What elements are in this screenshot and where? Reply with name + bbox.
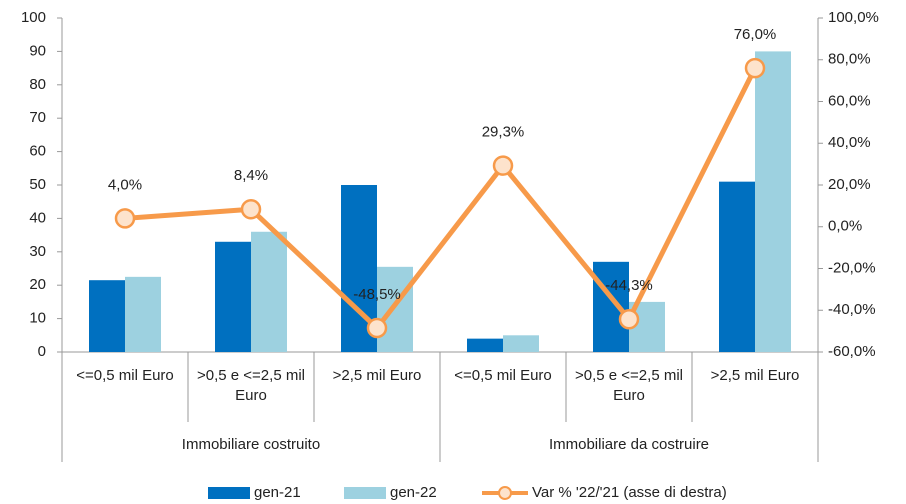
- y-tick-label: 10: [29, 310, 46, 327]
- y2-tick-label: 60,0%: [828, 92, 871, 109]
- data-label: 8,4%: [234, 167, 268, 184]
- x-tick-label-box: >0,5 e <=2,5 mil Euro: [197, 367, 305, 404]
- legend-label: Var % '22/'21 (asse di destra): [532, 484, 727, 501]
- line-marker: [744, 57, 766, 79]
- bar: [593, 261, 629, 352]
- data-label: 29,3%: [482, 124, 525, 141]
- y-tick-label: 60: [29, 143, 46, 160]
- bar: [125, 276, 161, 352]
- bar: [719, 181, 755, 352]
- line-marker: [618, 308, 640, 330]
- group-label: Immobiliare da costruire: [549, 436, 709, 453]
- x-tick-label: >0,5 e <=2,5 mil Euro: [197, 367, 305, 404]
- x-tick-label-box: <=0,5 mil Euro: [454, 367, 552, 384]
- y-tick-label: 0: [38, 343, 46, 360]
- legend-label: gen-21: [254, 484, 301, 501]
- x-tick-label: <=0,5 mil Euro: [454, 367, 552, 384]
- y2-tick-label: 100,0%: [828, 9, 879, 26]
- x-tick-label: <=0,5 mil Euro: [76, 367, 174, 384]
- y-tick-label: 90: [29, 42, 46, 59]
- y-tick-label: 20: [29, 276, 46, 293]
- bar: [377, 266, 413, 352]
- y2-tick-label: 80,0%: [828, 51, 871, 68]
- x-tick-label: >0,5 e <=2,5 mil Euro: [575, 367, 683, 404]
- line-marker: [492, 155, 514, 176]
- data-label: -48,5%: [353, 286, 401, 303]
- x-tick-label: >2,5 mil Euro: [710, 367, 800, 384]
- x-tick-label-box: >2,5 mil Euro: [710, 367, 800, 384]
- data-label: -44,3%: [605, 277, 653, 294]
- x-tick-label-box: >0,5 e <=2,5 mil Euro: [575, 367, 683, 404]
- data-label: 4,0%: [108, 176, 142, 193]
- y-tick-label: 80: [29, 76, 46, 93]
- y2-tick-label: -60,0%: [828, 343, 876, 360]
- y2-tick-label: -20,0%: [828, 259, 876, 276]
- y-tick-label: 100: [21, 9, 46, 26]
- bar: [251, 231, 287, 352]
- bar: [755, 51, 791, 353]
- y2-tick-label: -40,0%: [828, 301, 876, 318]
- legend-label: gen-22: [390, 484, 437, 501]
- bar: [467, 338, 503, 352]
- data-label: 76,0%: [734, 26, 777, 43]
- x-tick-label: >2,5 mil Euro: [332, 367, 422, 384]
- bar: [215, 241, 251, 352]
- line-marker: [366, 317, 388, 339]
- y-tick-label: 40: [29, 209, 46, 226]
- y2-tick-label: 0,0%: [828, 218, 862, 235]
- line-marker: [114, 208, 136, 229]
- y-tick-label: 30: [29, 243, 46, 260]
- y2-tick-label: 40,0%: [828, 134, 871, 151]
- bar: [503, 335, 539, 352]
- line: [124, 66, 758, 331]
- y2-tick-label: 20,0%: [828, 176, 871, 193]
- y-tick-label: 50: [29, 176, 46, 193]
- x-tick-label-box: >2,5 mil Euro: [332, 367, 422, 384]
- legend-swatch-marker: [498, 486, 512, 500]
- legend-swatch: [208, 487, 250, 499]
- legend-swatch: [344, 487, 386, 499]
- group-label: Immobiliare costruito: [182, 436, 320, 453]
- line-marker: [240, 198, 262, 220]
- bar: [89, 280, 125, 352]
- y-tick-label: 70: [29, 109, 46, 126]
- x-tick-label-box: <=0,5 mil Euro: [76, 367, 174, 384]
